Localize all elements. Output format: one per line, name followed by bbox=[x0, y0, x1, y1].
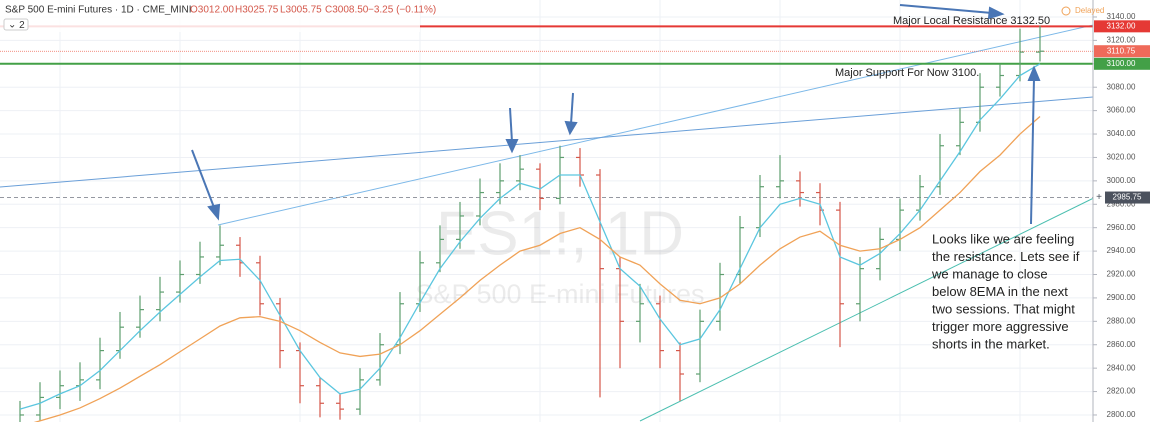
trendline bbox=[217, 11, 1150, 226]
y-tick-label: 3000.00 bbox=[1107, 176, 1136, 185]
y-tick-label: 2920.00 bbox=[1107, 270, 1136, 279]
comment-box: Looks like we are feeling the resistance.… bbox=[931, 231, 1080, 351]
ohlc-high: H3025.75 bbox=[235, 5, 279, 16]
annotations: Major Local Resistance 3132.50 Major Sup… bbox=[835, 15, 1080, 352]
grid bbox=[0, 0, 1093, 422]
trendlines bbox=[0, 11, 1150, 422]
ohlc-open: O3012.00 bbox=[190, 5, 234, 16]
y-tick-label: 3040.00 bbox=[1107, 129, 1136, 138]
ohlc-close: C3008.50 bbox=[325, 5, 369, 16]
arrow-head bbox=[505, 139, 519, 154]
symbol: S&P 500 E-mini Futures · 1D · CME_MINI bbox=[5, 5, 192, 16]
y-tick-label: 2960.00 bbox=[1107, 223, 1136, 232]
price-tag-label: 3110.75 bbox=[1107, 46, 1136, 55]
y-tick-label: 2800.00 bbox=[1107, 410, 1136, 419]
arrow-head bbox=[987, 6, 1005, 20]
price-tag-label: 3100.00 bbox=[1107, 59, 1136, 68]
delayed-icon bbox=[1061, 6, 1071, 16]
crosshair-icon: + bbox=[1096, 192, 1102, 203]
y-tick-label: 2980.00 bbox=[1107, 199, 1136, 208]
header: S&P 500 E-mini Futures · 1D · CME_MINI O… bbox=[0, 0, 1104, 32]
moving-average bbox=[19, 63, 1041, 410]
delayed: Delayed bbox=[1075, 6, 1104, 15]
price-tag-label: 3132.00 bbox=[1107, 21, 1136, 30]
price-axis bbox=[1093, 0, 1150, 422]
price-levels bbox=[0, 25, 1093, 199]
arrow-head bbox=[564, 120, 578, 136]
arrow bbox=[191, 149, 216, 211]
arrow bbox=[1030, 77, 1035, 225]
comment-line: Looks like we are feeling bbox=[932, 231, 1074, 246]
resistance-note: Major Local Resistance 3132.50 bbox=[893, 15, 1050, 27]
comment-line: we manage to close bbox=[931, 266, 1048, 281]
trendline bbox=[639, 189, 1111, 422]
header-bg bbox=[0, 0, 420, 32]
y-tick-label: 2940.00 bbox=[1107, 246, 1136, 255]
arrow bbox=[570, 92, 574, 125]
ohlc-low: L3005.75 bbox=[280, 5, 322, 16]
indicator-toggle[interactable] bbox=[3, 18, 29, 31]
price-tag bbox=[1094, 57, 1150, 70]
y-tick-label: 2900.00 bbox=[1107, 293, 1136, 302]
support-note: Major Support For Now 3100. bbox=[835, 67, 979, 79]
y-tick-label: 2860.00 bbox=[1107, 340, 1136, 349]
bars bbox=[19, 25, 1044, 422]
y-tick-label: 2880.00 bbox=[1107, 316, 1136, 325]
watermark-name: S&P 500 E-mini Futures bbox=[415, 279, 704, 309]
arrows bbox=[191, 4, 1041, 225]
price-tag bbox=[1094, 20, 1150, 33]
moving-average bbox=[33, 115, 1041, 422]
trendline bbox=[0, 96, 1094, 188]
y-tick-label: 2820.00 bbox=[1107, 387, 1136, 396]
y-tick-label: 2840.00 bbox=[1107, 363, 1136, 372]
comment-line: below 8EMA in the next bbox=[932, 284, 1068, 299]
watermark: ES1!, 1D S&P 500 E-mini Futures bbox=[415, 199, 704, 309]
price-axis-labels: 2800.00 2820.00 2840.00 2860.00 2880.00 2900.… bbox=[1093, 12, 1150, 419]
arrow bbox=[509, 107, 513, 143]
arrow-head bbox=[207, 203, 221, 221]
y-tick-label: 3140.00 bbox=[1107, 12, 1136, 21]
y-tick-label: 3080.00 bbox=[1107, 82, 1136, 91]
arrow bbox=[899, 4, 993, 14]
comment-line: shorts in the market. bbox=[932, 336, 1050, 351]
y-tick-label: 3020.00 bbox=[1107, 153, 1136, 162]
y-tick-label: 3060.00 bbox=[1107, 106, 1136, 115]
badge: 2 bbox=[19, 20, 25, 31]
crosshair-tag bbox=[1105, 191, 1150, 204]
indicator-count: ⌄ 2 bbox=[8, 20, 25, 31]
crosshair-label: 2985.75 bbox=[1113, 193, 1142, 202]
y-tick-label: 3120.00 bbox=[1107, 35, 1136, 44]
comment-line: two sessions. That might bbox=[932, 301, 1075, 316]
comment-line: trigger more aggressive bbox=[932, 319, 1069, 334]
comment-line: the resistance. Lets see if bbox=[932, 249, 1080, 264]
arrow-head bbox=[1027, 65, 1041, 81]
price-tag bbox=[1094, 45, 1150, 58]
ohlc-change: −3.25 (−0.11%) bbox=[368, 5, 436, 16]
